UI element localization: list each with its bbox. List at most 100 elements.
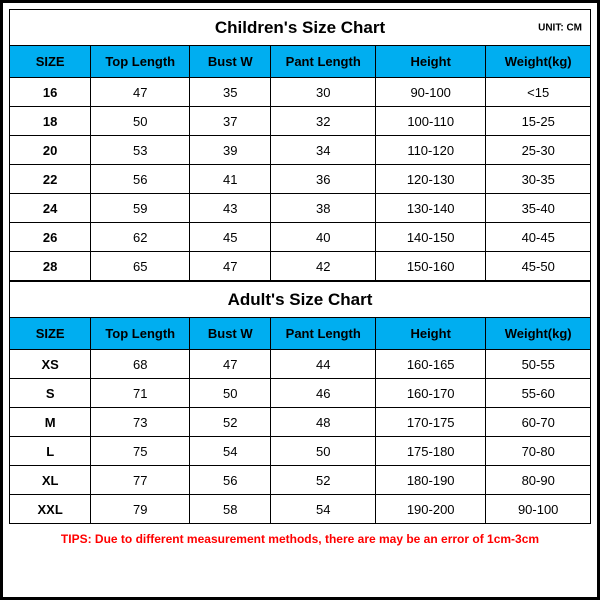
table-cell: 45 xyxy=(190,223,271,252)
table-cell: 56 xyxy=(91,165,190,194)
table-cell: <15 xyxy=(486,78,591,107)
table-cell: 56 xyxy=(190,466,271,495)
table-cell: 59 xyxy=(91,194,190,223)
table-cell: 24 xyxy=(10,194,91,223)
table-cell: 79 xyxy=(91,495,190,524)
table-cell: 37 xyxy=(190,107,271,136)
table-row: S715046160-17055-60 xyxy=(10,379,591,408)
table-cell: 150-160 xyxy=(376,252,486,281)
table-cell: 20 xyxy=(10,136,91,165)
table-cell: 44 xyxy=(271,350,376,379)
col-size: SIZE xyxy=(10,318,91,350)
table-cell: 45-50 xyxy=(486,252,591,281)
col-pant-length: Pant Length xyxy=(271,318,376,350)
table-cell: 68 xyxy=(91,350,190,379)
table-cell: 80-90 xyxy=(486,466,591,495)
children-header-row: SIZE Top Length Bust W Pant Length Heigh… xyxy=(10,46,591,78)
table-cell: 50-55 xyxy=(486,350,591,379)
table-cell: 71 xyxy=(91,379,190,408)
table-cell: 50 xyxy=(91,107,190,136)
table-cell: M xyxy=(10,408,91,437)
children-body: 1647353090-100<1518503732100-11015-25205… xyxy=(10,78,591,281)
table-cell: 62 xyxy=(91,223,190,252)
table-cell: 110-120 xyxy=(376,136,486,165)
adult-title-cell: Adult's Size Chart xyxy=(10,282,591,318)
table-cell: 70-80 xyxy=(486,437,591,466)
table-cell: 30 xyxy=(271,78,376,107)
tips-note: TIPS: Due to different measurement metho… xyxy=(9,524,591,550)
col-weight: Weight(kg) xyxy=(486,318,591,350)
table-cell: 52 xyxy=(190,408,271,437)
table-cell: 120-130 xyxy=(376,165,486,194)
col-pant-length: Pant Length xyxy=(271,46,376,78)
table-cell: 54 xyxy=(190,437,271,466)
table-cell: XXL xyxy=(10,495,91,524)
table-cell: 190-200 xyxy=(376,495,486,524)
table-row: L755450175-18070-80 xyxy=(10,437,591,466)
table-cell: 90-100 xyxy=(376,78,486,107)
col-top-length: Top Length xyxy=(91,318,190,350)
adult-size-table: Adult's Size Chart SIZE Top Length Bust … xyxy=(9,281,591,524)
adult-title: Adult's Size Chart xyxy=(228,290,373,309)
table-cell: 41 xyxy=(190,165,271,194)
table-row: 28654742150-16045-50 xyxy=(10,252,591,281)
table-cell: 30-35 xyxy=(486,165,591,194)
table-cell: 35-40 xyxy=(486,194,591,223)
col-bust-w: Bust W xyxy=(190,318,271,350)
children-title-row: Children's Size Chart UNIT: CM xyxy=(10,10,591,46)
table-cell: 53 xyxy=(91,136,190,165)
chart-inner: Children's Size Chart UNIT: CM SIZE Top … xyxy=(9,9,591,591)
table-cell: S xyxy=(10,379,91,408)
table-cell: 40 xyxy=(271,223,376,252)
table-row: 18503732100-11015-25 xyxy=(10,107,591,136)
table-cell: 16 xyxy=(10,78,91,107)
table-cell: 47 xyxy=(190,350,271,379)
table-cell: 38 xyxy=(271,194,376,223)
col-size: SIZE xyxy=(10,46,91,78)
table-row: 1647353090-100<15 xyxy=(10,78,591,107)
table-cell: 48 xyxy=(271,408,376,437)
table-cell: 28 xyxy=(10,252,91,281)
col-height: Height xyxy=(376,318,486,350)
table-cell: 50 xyxy=(271,437,376,466)
col-height: Height xyxy=(376,46,486,78)
table-cell: 55-60 xyxy=(486,379,591,408)
children-title: Children's Size Chart xyxy=(215,18,385,37)
table-row: 22564136120-13030-35 xyxy=(10,165,591,194)
table-cell: 58 xyxy=(190,495,271,524)
adult-body: XS684744160-16550-55S715046160-17055-60M… xyxy=(10,350,591,524)
table-cell: 39 xyxy=(190,136,271,165)
children-title-cell: Children's Size Chart UNIT: CM xyxy=(10,10,591,46)
table-cell: 140-150 xyxy=(376,223,486,252)
table-cell: 46 xyxy=(271,379,376,408)
table-row: 26624540140-15040-45 xyxy=(10,223,591,252)
table-cell: 130-140 xyxy=(376,194,486,223)
table-cell: 160-165 xyxy=(376,350,486,379)
col-bust-w: Bust W xyxy=(190,46,271,78)
table-cell: 73 xyxy=(91,408,190,437)
chart-outer-frame: Children's Size Chart UNIT: CM SIZE Top … xyxy=(0,0,600,600)
col-weight: Weight(kg) xyxy=(486,46,591,78)
table-cell: 160-170 xyxy=(376,379,486,408)
table-cell: 15-25 xyxy=(486,107,591,136)
table-cell: 175-180 xyxy=(376,437,486,466)
table-cell: 25-30 xyxy=(486,136,591,165)
table-cell: 60-70 xyxy=(486,408,591,437)
table-cell: XS xyxy=(10,350,91,379)
table-cell: 180-190 xyxy=(376,466,486,495)
table-cell: 34 xyxy=(271,136,376,165)
table-cell: 43 xyxy=(190,194,271,223)
table-cell: 75 xyxy=(91,437,190,466)
adult-title-row: Adult's Size Chart xyxy=(10,282,591,318)
table-cell: 32 xyxy=(271,107,376,136)
table-cell: 40-45 xyxy=(486,223,591,252)
table-row: XL775652180-19080-90 xyxy=(10,466,591,495)
table-cell: 47 xyxy=(190,252,271,281)
adult-header-row: SIZE Top Length Bust W Pant Length Heigh… xyxy=(10,318,591,350)
table-cell: 47 xyxy=(91,78,190,107)
unit-label: UNIT: CM xyxy=(538,22,582,33)
table-cell: 35 xyxy=(190,78,271,107)
table-cell: 65 xyxy=(91,252,190,281)
table-row: 20533934110-12025-30 xyxy=(10,136,591,165)
table-cell: 52 xyxy=(271,466,376,495)
